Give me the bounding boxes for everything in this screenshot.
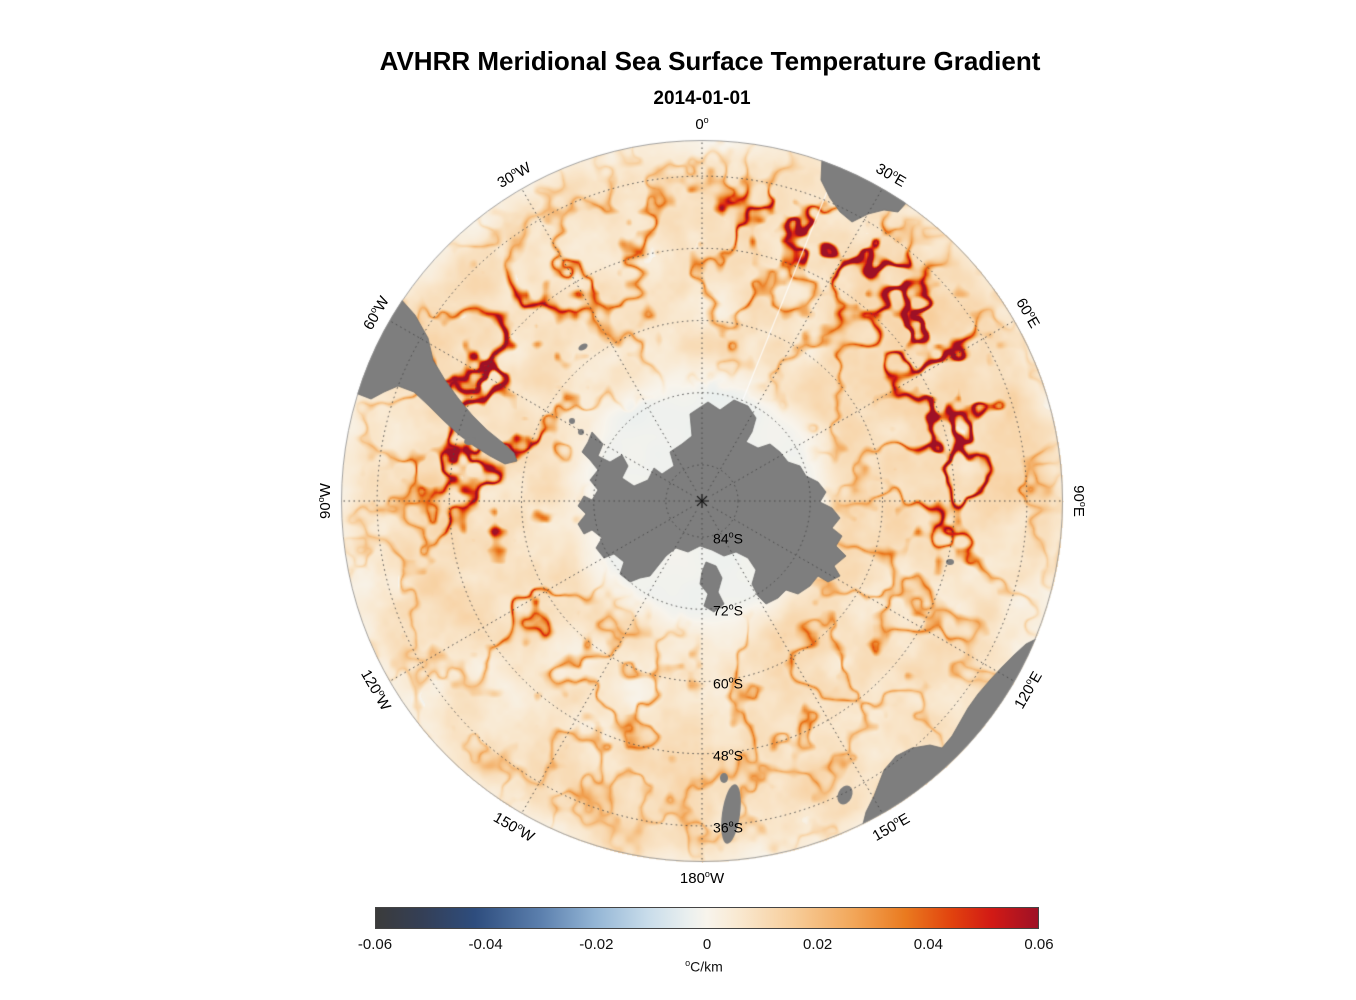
lon-label-180W: 180oW — [679, 869, 725, 887]
colorbar-gradient — [375, 907, 1039, 929]
colorbar-tick-label: 0.04 — [913, 936, 943, 953]
chart-date: 2014-01-01 — [653, 88, 751, 109]
lon-label-90W: 90oW — [316, 483, 334, 519]
colorbar-unit-label: oC/km — [685, 958, 723, 975]
lat-label-60S: 60oS — [713, 674, 743, 691]
colorbar-tick-label: 0 — [702, 936, 712, 953]
chart-title: AVHRR Meridional Sea Surface Temperature… — [379, 46, 1041, 76]
colorbar-tick-label: -0.02 — [579, 936, 614, 953]
lon-label-0: 0o — [695, 115, 709, 133]
colorbar-tick-label: 0.06 — [1024, 936, 1054, 953]
lat-label-84S: 84oS — [713, 529, 743, 547]
colorbar-tick-label: 0.02 — [803, 936, 833, 953]
lat-label-36S: 36oS — [713, 818, 743, 836]
polar-map-canvas — [340, 139, 1064, 863]
lat-label-72S: 72oS — [713, 601, 743, 619]
lat-label-48S: 48oS — [713, 746, 743, 764]
colorbar-tick-label: -0.04 — [468, 936, 503, 953]
lon-label-90E: 90oE — [1070, 485, 1088, 517]
colorbar-tick-label: -0.06 — [357, 936, 393, 953]
